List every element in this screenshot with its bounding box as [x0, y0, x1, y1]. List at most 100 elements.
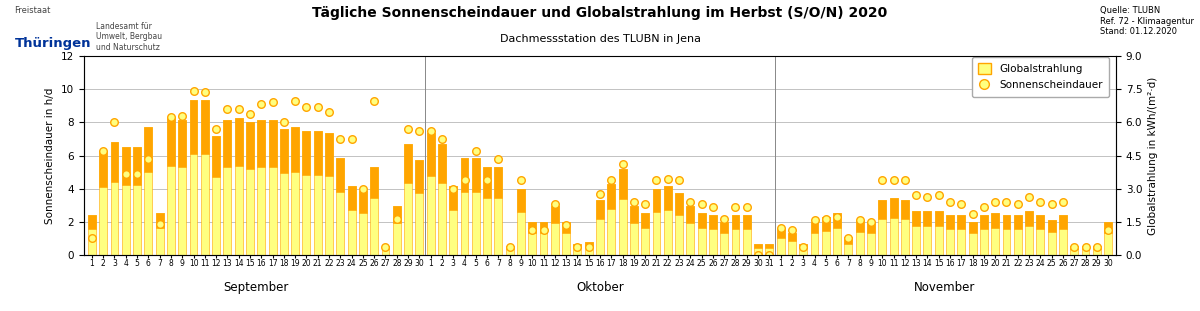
Bar [732, 215, 739, 255]
Point [613, 161, 632, 166]
Bar [958, 215, 965, 255]
Bar [427, 133, 434, 255]
Bar [382, 246, 390, 249]
Bar [833, 213, 841, 255]
Bar [664, 187, 672, 211]
Point [252, 102, 271, 107]
Point [715, 216, 734, 221]
Bar [359, 191, 367, 213]
Bar [1104, 222, 1112, 234]
Bar [924, 211, 931, 255]
Point [793, 244, 812, 249]
Point [1076, 244, 1096, 249]
Point [816, 216, 835, 221]
Point [116, 171, 136, 176]
Bar [122, 147, 130, 185]
Bar [901, 200, 908, 219]
Bar [1037, 215, 1044, 255]
Bar [630, 207, 638, 255]
Point [760, 253, 779, 258]
Bar [1081, 246, 1090, 249]
Point [952, 201, 971, 206]
Bar [619, 169, 626, 255]
Bar [697, 213, 706, 228]
Bar [415, 160, 424, 193]
Bar [325, 133, 332, 176]
Point [906, 193, 925, 198]
Point [974, 204, 994, 209]
Bar [788, 233, 796, 241]
Bar [438, 144, 446, 255]
Bar [223, 120, 232, 255]
Bar [596, 200, 604, 255]
Point [139, 156, 158, 161]
Bar [946, 215, 954, 229]
Bar [856, 220, 864, 255]
Bar [833, 213, 841, 228]
Bar [810, 222, 818, 234]
Bar [269, 120, 276, 167]
Bar [776, 229, 785, 238]
Bar [912, 211, 920, 226]
Text: Thüringen: Thüringen [14, 37, 91, 50]
Point [636, 201, 655, 206]
Point [624, 199, 643, 204]
Bar [1058, 215, 1067, 255]
Bar [630, 207, 638, 223]
Point [196, 90, 215, 95]
Bar [1104, 222, 1112, 255]
Point [376, 244, 395, 249]
Bar [607, 184, 616, 209]
Point [388, 216, 407, 221]
Point [342, 137, 361, 142]
Bar [528, 222, 536, 234]
Text: Landesamt für
Umwelt, Bergbau
und Naturschutz: Landesamt für Umwelt, Bergbau und Naturs… [96, 22, 162, 52]
Bar [336, 158, 344, 192]
Bar [371, 167, 378, 197]
Bar [845, 237, 852, 255]
Bar [427, 133, 434, 176]
Point [997, 199, 1016, 204]
Bar [88, 215, 96, 255]
Point [217, 107, 236, 112]
Point [964, 211, 983, 216]
Bar [494, 167, 503, 255]
Bar [302, 131, 311, 255]
Point [275, 120, 294, 125]
Bar [348, 187, 355, 211]
Bar [246, 122, 254, 255]
Bar [868, 222, 875, 234]
Bar [810, 222, 818, 255]
Bar [540, 222, 547, 234]
Bar [664, 187, 672, 255]
Bar [562, 222, 570, 234]
Bar [766, 244, 773, 255]
Point [173, 113, 192, 118]
Point [478, 178, 497, 183]
Bar [935, 211, 943, 226]
Point [488, 156, 508, 161]
Point [658, 176, 677, 181]
Bar [371, 167, 378, 255]
Bar [1014, 215, 1021, 255]
Point [500, 244, 520, 249]
Bar [574, 244, 581, 255]
Bar [415, 160, 424, 255]
Point [1042, 201, 1061, 206]
Bar [1093, 246, 1100, 255]
Bar [653, 189, 660, 212]
Bar [167, 118, 175, 255]
Point [726, 204, 745, 209]
Text: September: September [223, 281, 288, 294]
Bar [551, 207, 559, 255]
Bar [461, 158, 468, 192]
Bar [505, 246, 514, 249]
Bar [1002, 215, 1010, 255]
Bar [200, 100, 209, 255]
Point [862, 219, 881, 224]
Text: Dachmessstation des TLUBN in Jena: Dachmessstation des TLUBN in Jena [499, 34, 701, 44]
Bar [438, 144, 446, 183]
Bar [676, 193, 683, 255]
Bar [212, 136, 220, 177]
Bar [313, 131, 322, 174]
